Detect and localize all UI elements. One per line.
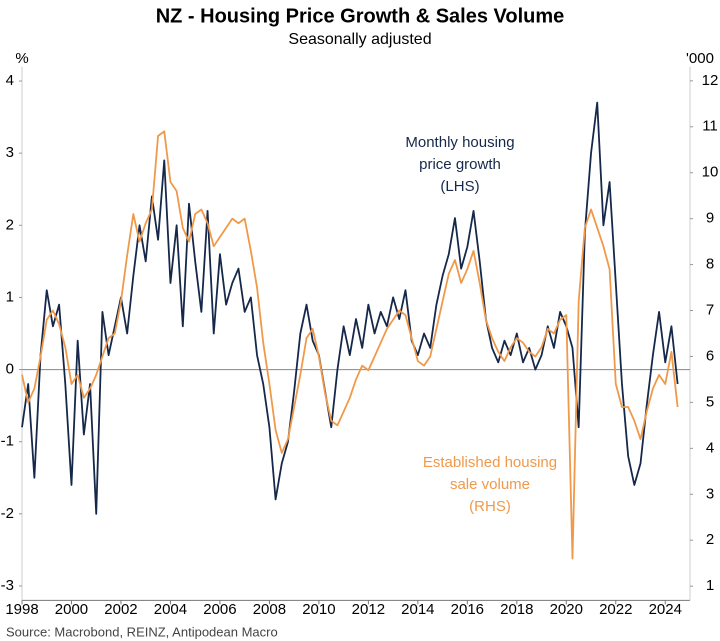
y2-tick-label: 11	[702, 118, 718, 135]
series-annotation: Established housing	[423, 454, 557, 471]
y-tick-label: 4	[6, 72, 14, 89]
series-annotation: (RHS)	[469, 498, 511, 515]
source-note: Source: Macrobond, REINZ, Antipodean Mac…	[6, 624, 278, 639]
y2-tick-label: 4	[706, 439, 714, 456]
chart-subtitle: Seasonally adjusted	[288, 31, 431, 48]
y2-tick-label: 1	[706, 577, 714, 594]
x-tick-label: 2004	[154, 601, 187, 618]
y2-tick-label: 9	[706, 210, 714, 227]
y-tick-label: 2	[6, 216, 14, 233]
x-tick-label: 2002	[104, 601, 137, 618]
series-annotation: sale volume	[450, 476, 530, 493]
y-tick-label: 1	[6, 288, 14, 305]
y2-axis-unit: '000	[686, 50, 714, 67]
x-tick-label: 2000	[55, 601, 88, 618]
x-tick-label: 2014	[401, 601, 434, 618]
y2-tick-label: 3	[706, 485, 714, 502]
x-tick-label: 2010	[302, 601, 335, 618]
chart-title: NZ - Housing Price Growth & Sales Volume	[156, 5, 565, 27]
series-annotation: Monthly housing	[405, 134, 514, 151]
x-tick-label: 2006	[203, 601, 236, 618]
x-tick-label: 2018	[500, 601, 533, 618]
y2-tick-label: 8	[706, 256, 714, 273]
x-tick-label: 2012	[352, 601, 385, 618]
y-tick-label: 0	[6, 361, 14, 378]
x-tick-label: 2008	[253, 601, 286, 618]
y-tick-label: -2	[1, 505, 14, 522]
x-tick-label: 2020	[550, 601, 583, 618]
y2-tick-label: 10	[702, 164, 719, 181]
y-tick-label: -1	[1, 433, 14, 450]
series-annotation: price growth	[419, 156, 501, 173]
y2-tick-label: 6	[706, 347, 714, 364]
y-axis-unit: %	[15, 50, 28, 67]
y-tick-label: -3	[1, 577, 14, 594]
series-line	[21, 101, 679, 515]
y2-tick-label: 2	[706, 531, 714, 548]
x-tick-label: 2016	[451, 601, 484, 618]
x-tick-label: 2022	[599, 601, 632, 618]
y-tick-label: 3	[6, 144, 14, 161]
y2-tick-label: 5	[706, 393, 714, 410]
y2-tick-label: 12	[702, 72, 719, 89]
x-tick-label: 2024	[649, 601, 682, 618]
series-line	[21, 130, 679, 560]
x-tick-label: 1998	[5, 601, 38, 618]
series-annotation: (LHS)	[440, 178, 479, 195]
y2-tick-label: 7	[706, 301, 714, 318]
